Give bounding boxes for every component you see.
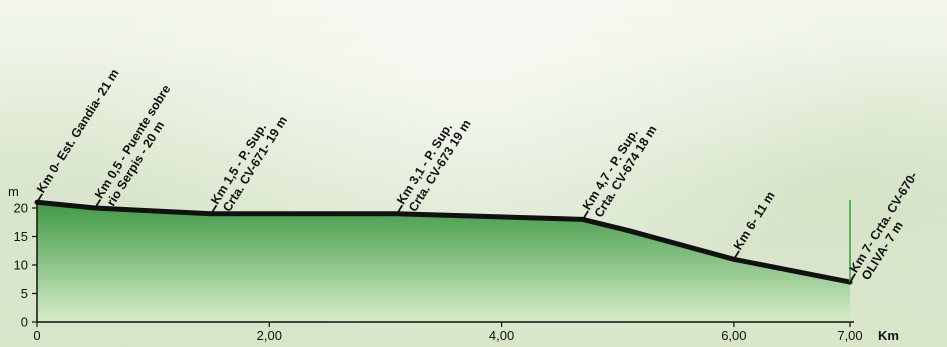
elevation-area [37,202,850,322]
x-axis-label: Km [878,328,899,343]
annotation-label: Km 1,5 - P. Sup.Crta. CV-671- 19 m [208,106,290,214]
annotation-line: Km 6- 11 m [731,189,778,252]
y-axis-label: m [8,184,19,199]
y-tick-label: 15 [14,229,28,244]
y-tick-label: 5 [21,286,28,301]
annotation-label: Km 3,1 - P. Sup.Crta. CV-673 19 m [394,110,474,214]
annotation: Km 7- Crta. CV-670-OLIVA- 7 m [847,169,932,282]
x-tick-label: 2,00 [257,328,282,343]
annotation-label: Km 0,5 - Puente sobrerio Serpis - 20 m [92,82,185,208]
x-tick-label: 6,00 [721,328,746,343]
y-tick-label: 10 [14,258,28,273]
annotation: Km 4,7 - P. Sup.Crta. CV-674 18 m [580,116,660,220]
x-tick-label: 0 [33,328,40,343]
x-tick-label: 4,00 [489,328,514,343]
annotation: Km 3,1 - P. Sup.Crta. CV-673 19 m [394,110,474,214]
annotation: Km 0,5 - Puente sobrerio Serpis - 20 m [92,82,185,208]
annotation-label: Km 4,7 - P. Sup.Crta. CV-674 18 m [580,116,660,220]
annotation-label: Km 6- 11 m [731,189,778,252]
annotation: Km 1,5 - P. Sup.Crta. CV-671- 19 m [208,106,290,214]
y-tick-label: 20 [14,201,28,216]
annotation: Km 6- 11 m [731,189,778,259]
y-tick-label: 0 [21,315,28,330]
annotation-label: Km 7- Crta. CV-670-OLIVA- 7 m [847,169,932,282]
x-tick-label: 7,00 [837,328,862,343]
